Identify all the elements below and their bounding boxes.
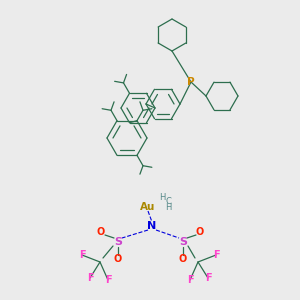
Text: F: F xyxy=(79,250,85,260)
Text: S: S xyxy=(179,237,187,247)
Text: H: H xyxy=(159,194,165,202)
Text: S: S xyxy=(114,237,122,247)
Text: F: F xyxy=(187,275,193,285)
Text: P: P xyxy=(187,77,195,87)
Text: O: O xyxy=(179,254,187,264)
Text: F: F xyxy=(213,250,219,260)
Text: F: F xyxy=(205,273,211,283)
Text: O: O xyxy=(97,227,105,237)
Text: C: C xyxy=(165,197,171,206)
Text: N: N xyxy=(147,221,157,231)
Text: F: F xyxy=(105,275,111,285)
Text: Au: Au xyxy=(140,202,156,212)
Text: O: O xyxy=(196,227,204,237)
Text: O: O xyxy=(114,254,122,264)
Text: H: H xyxy=(165,203,171,212)
Text: F: F xyxy=(87,273,93,283)
